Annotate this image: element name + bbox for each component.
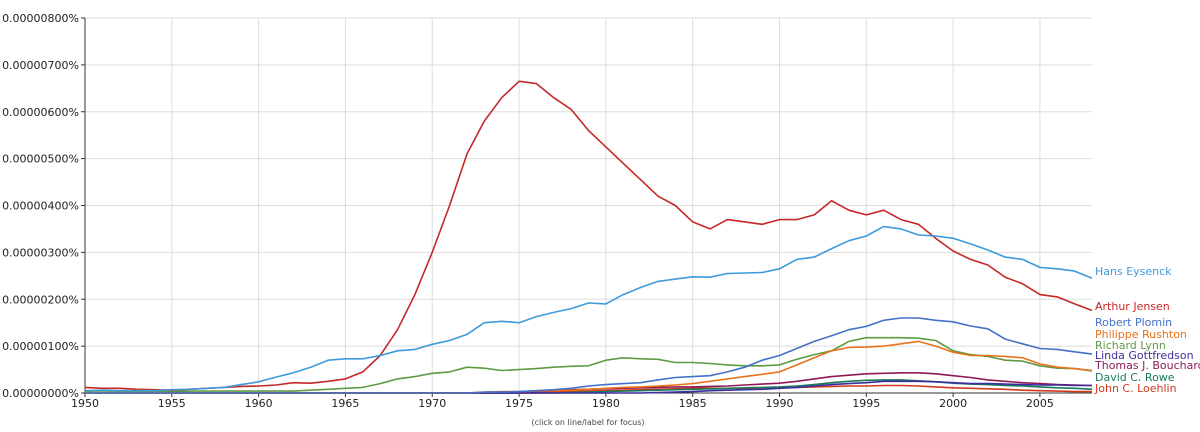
legend-label-linda-gottfredson[interactable]: Linda Gottfredson xyxy=(1095,349,1194,362)
x-tick-label: 1985 xyxy=(679,397,707,410)
axes xyxy=(81,17,1092,397)
y-tick-label: 0.00000200% xyxy=(2,293,79,306)
grid-lines xyxy=(84,17,1092,394)
series-lines[interactable] xyxy=(84,80,1093,394)
x-tick-label: 1995 xyxy=(852,397,880,410)
x-tick-label: 1960 xyxy=(245,397,273,410)
x-tick-label: 1955 xyxy=(158,397,186,410)
y-tick-label: 0.00000800% xyxy=(2,12,79,25)
series-line-richard-lynn[interactable] xyxy=(85,336,1093,393)
legend[interactable]: Hans Eysenck Arthur Jensen Robert PlominPh… xyxy=(1094,265,1200,395)
legend-label-philippe-rushton[interactable]: Philippe Rushton xyxy=(1095,328,1187,341)
legend-label-john-c-loehlin[interactable]: John C. Loehlin xyxy=(1094,382,1177,395)
x-tick-labels: 1950 1955 1960 1965 1970 1975 1980 1985 1990 1995… xyxy=(71,397,1054,410)
y-tick-label: 0.00000600% xyxy=(2,106,79,119)
legend-label-robert-plomin[interactable]: Robert Plomin xyxy=(1095,316,1172,329)
legend-label-arthur-jensen[interactable]: Arthur Jensen xyxy=(1095,300,1170,313)
x-tick-label: 1950 xyxy=(71,397,99,410)
legend-label-thomas-j-bouchard[interactable]: Thomas J. Bouchard xyxy=(1094,359,1200,372)
y-tick-label: 0.00000000% xyxy=(2,387,79,400)
legend-label-hans-eysenck[interactable]: Hans Eysenck xyxy=(1095,265,1172,278)
y-tick-label: 0.00000300% xyxy=(2,246,79,259)
x-tick-label: 2005 xyxy=(1026,397,1054,410)
focus-hint-label: (click on line/label for focus) xyxy=(531,418,644,427)
series-line-hans-eysenck[interactable] xyxy=(84,225,1093,392)
x-tick-label: 1970 xyxy=(418,397,446,410)
y-tick-label: 0.00000500% xyxy=(2,153,79,166)
series-line-robert-plomin[interactable] xyxy=(85,317,1093,394)
y-tick-labels: 0.00000000% 0.00000100% 0.00000200% 0.00000… xyxy=(2,12,79,400)
x-tick-label: 1990 xyxy=(765,397,793,410)
x-tick-label: 2000 xyxy=(939,397,967,410)
legend-label-richard-lynn[interactable]: Richard Lynn xyxy=(1095,339,1166,352)
y-tick-label: 0.00000400% xyxy=(2,200,79,213)
legend-label-david-c-rowe[interactable]: David C. Rowe xyxy=(1095,371,1175,384)
y-tick-label: 0.00000100% xyxy=(2,340,79,353)
series-line-arthur-jensen[interactable] xyxy=(84,80,1093,392)
y-tick-label: 0.00000700% xyxy=(2,59,79,72)
x-tick-label: 1965 xyxy=(331,397,359,410)
x-tick-label: 1980 xyxy=(592,397,620,410)
x-tick-label: 1975 xyxy=(505,397,533,410)
